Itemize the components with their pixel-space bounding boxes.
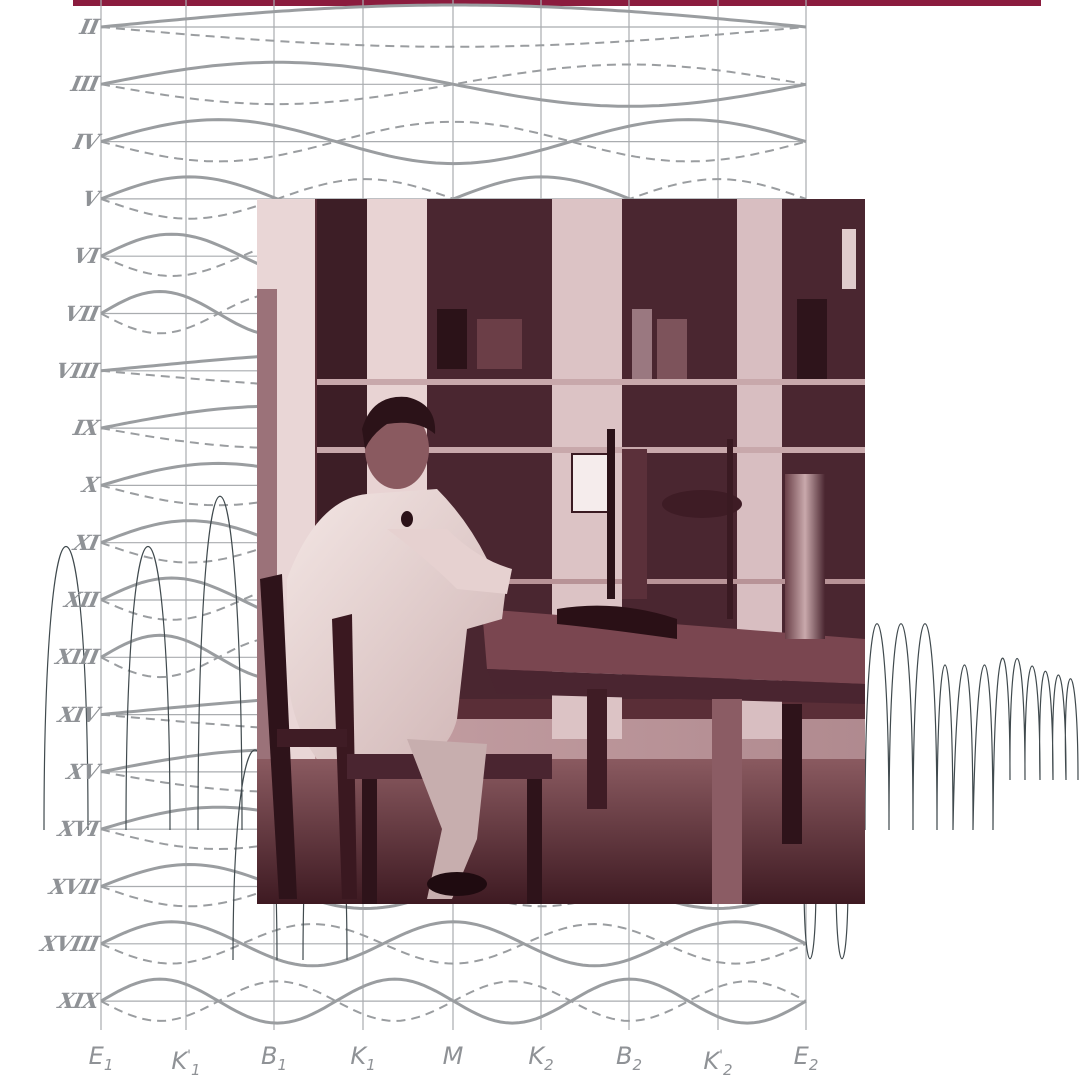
column-label-subscript: 1 — [103, 1055, 114, 1074]
wave-dashed — [100, 26, 807, 48]
row-label: XVII — [47, 873, 101, 899]
wave-solid — [100, 118, 807, 166]
column-label: B1 — [244, 1042, 304, 1079]
row-label: XIII — [53, 644, 101, 670]
wave-dashed — [100, 980, 807, 1022]
column-label-letter: B — [260, 1042, 278, 1070]
row-label: III — [68, 71, 101, 97]
column-label: K'1 — [156, 1042, 216, 1084]
column-label-letter: M — [442, 1042, 464, 1070]
column-label-letter: K — [703, 1047, 720, 1075]
row-label: IX — [71, 415, 101, 441]
column-label: K2 — [511, 1042, 571, 1079]
row-label: XV — [64, 758, 101, 784]
column-label-prime: ' — [719, 1048, 724, 1064]
column-label: E1 — [71, 1042, 131, 1079]
wave-dashed — [100, 63, 807, 106]
row-label: XII — [62, 587, 101, 612]
row-label: IV — [71, 128, 101, 154]
wave-dashed — [100, 922, 807, 965]
wave-solid — [100, 920, 807, 968]
column-label-letter: K — [171, 1047, 188, 1075]
wave-solid — [100, 3, 807, 29]
wave-dashed — [100, 178, 807, 220]
oscillation-trace-left — [43, 495, 348, 961]
column-label-subscript: 2 — [632, 1055, 642, 1074]
column-label-letter: E — [793, 1042, 809, 1070]
row-label: X — [80, 472, 101, 498]
row-label: XIX — [56, 988, 101, 1014]
wave-solid — [100, 60, 807, 108]
row-label: VIII — [53, 357, 101, 383]
row-label: VII — [62, 300, 101, 326]
column-label-subscript: 1 — [191, 1060, 201, 1079]
column-label-subscript: 2 — [808, 1055, 819, 1074]
row-label: V — [80, 185, 101, 211]
column-label-subscript: 2 — [544, 1055, 554, 1074]
column-label-letter: K — [528, 1042, 545, 1070]
column-label-letter: E — [88, 1042, 104, 1070]
row-label: XVI — [56, 816, 101, 842]
column-label-prime: ' — [187, 1048, 192, 1064]
row-label: XVIII — [38, 930, 101, 956]
column-label-subscript: 2 — [723, 1060, 733, 1079]
column-label: E2 — [776, 1042, 836, 1079]
row-label: XIV — [56, 701, 101, 727]
row-label: VI — [71, 243, 101, 269]
oscillation-traces — [43, 495, 1079, 961]
oscillation-trace-bottom — [803, 879, 849, 959]
column-label-subscript: 1 — [366, 1055, 376, 1074]
row-label: XI — [71, 529, 101, 555]
column-label: B2 — [599, 1042, 659, 1079]
column-label-letter: B — [615, 1042, 633, 1070]
laboratory-photograph — [257, 199, 865, 904]
column-label-letter: K — [350, 1042, 367, 1070]
row-label: II — [77, 14, 101, 39]
accent-top-bar — [73, 0, 1041, 6]
oscillation-trace-right — [864, 623, 1079, 831]
column-label: M — [423, 1042, 483, 1070]
column-label: K1 — [333, 1042, 393, 1079]
column-label: K'2 — [688, 1042, 748, 1084]
column-label-subscript: 1 — [277, 1055, 287, 1074]
